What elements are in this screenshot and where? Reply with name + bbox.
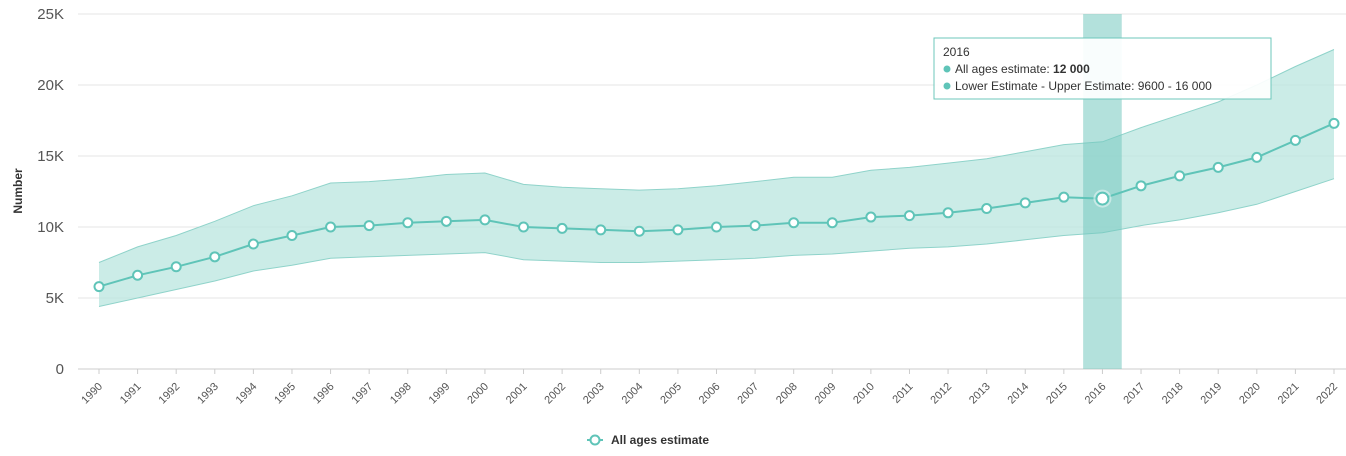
y-axis: 0 5K 10K 15K 20K 25K — [37, 6, 64, 378]
data-point[interactable] — [1095, 191, 1110, 206]
x-tick-label: 2017 — [1121, 381, 1147, 407]
series-points — [93, 117, 1340, 293]
data-point[interactable] — [1174, 170, 1186, 182]
x-tick-label: 2002 — [542, 381, 568, 407]
x-tick-label: 2004 — [620, 381, 646, 407]
data-point[interactable] — [170, 261, 182, 273]
data-point[interactable] — [363, 220, 375, 232]
legend-label: All ages estimate — [611, 433, 709, 447]
data-point[interactable] — [556, 222, 568, 234]
x-tick-label: 1990 — [79, 381, 105, 407]
data-point[interactable] — [402, 217, 414, 229]
data-point[interactable] — [903, 210, 915, 222]
data-point[interactable] — [788, 217, 800, 229]
x-tick-label: 2008 — [774, 381, 800, 407]
tooltip-marker-range — [943, 82, 951, 90]
data-point[interactable] — [1251, 151, 1263, 163]
data-point[interactable] — [711, 221, 722, 233]
x-tick-label: 1992 — [157, 381, 183, 407]
x-tick-label: 2022 — [1314, 381, 1340, 407]
data-point[interactable] — [209, 251, 221, 263]
estimate-range-band — [98, 49, 1335, 307]
data-point[interactable] — [479, 214, 491, 226]
data-point[interactable] — [1135, 180, 1147, 192]
data-point[interactable] — [865, 211, 877, 223]
x-tick-label: 1996 — [311, 381, 337, 407]
x-tick-label: 1998 — [388, 381, 414, 407]
range-lower-edge — [98, 178, 1335, 307]
x-tick-label: 2003 — [581, 381, 607, 407]
x-tick-label: 2010 — [851, 381, 877, 407]
range-area — [99, 49, 1334, 307]
y-tick-label: 25K — [37, 6, 64, 23]
y-tick-label: 10K — [37, 219, 64, 236]
x-tick-label: 2000 — [465, 381, 491, 407]
y-tick-label: 20K — [37, 77, 64, 94]
x-tick-label: 1993 — [195, 381, 221, 407]
x-tick-label: 2014 — [1006, 381, 1032, 407]
data-point[interactable] — [247, 238, 259, 250]
data-point[interactable] — [1289, 134, 1301, 146]
data-point[interactable] — [93, 281, 105, 293]
x-tick-label: 2021 — [1276, 381, 1302, 407]
data-point[interactable] — [286, 230, 298, 242]
tooltip: 2016 All ages estimate: 12 000 Lower Est… — [933, 37, 1272, 100]
x-tick-label: 2007 — [735, 381, 761, 407]
data-point[interactable] — [440, 215, 452, 227]
x-tick-label: 2016 — [1083, 381, 1109, 407]
tooltip-title: 2016 — [943, 45, 970, 59]
y-tick-label: 5K — [46, 290, 64, 307]
data-point[interactable] — [518, 221, 530, 233]
x-tick-label: 2006 — [697, 381, 723, 407]
data-point[interactable] — [1019, 197, 1031, 209]
data-point[interactable] — [595, 224, 607, 236]
x-tick-label: 2012 — [928, 381, 954, 407]
data-point[interactable] — [672, 224, 684, 236]
x-tick-label: 2001 — [504, 381, 530, 407]
x-tick-label: 1997 — [349, 381, 375, 407]
data-point[interactable] — [749, 220, 761, 232]
data-point[interactable] — [826, 217, 838, 229]
tooltip-line-range: Lower Estimate - Upper Estimate: 9600 - … — [955, 79, 1212, 93]
data-point[interactable] — [1212, 161, 1224, 173]
x-tick-label: 2020 — [1237, 381, 1263, 407]
data-point[interactable] — [942, 207, 954, 219]
x-tick-label: 1991 — [118, 381, 144, 407]
y-tick-label: 15K — [37, 148, 64, 165]
y-tick-label: 0 — [56, 361, 64, 378]
x-tick-label: 2009 — [813, 381, 839, 407]
x-tick-label: 2011 — [890, 381, 915, 406]
data-point[interactable] — [1058, 191, 1070, 203]
x-tick-label: 1994 — [234, 381, 260, 407]
data-point[interactable] — [325, 221, 337, 233]
x-axis: 1990 1991 1992 1993 1994 1995 1996 1997 1998 1999… — [79, 369, 1340, 406]
legend-marker-icon — [589, 434, 601, 446]
data-point[interactable] — [132, 269, 144, 281]
tooltip-line-estimate: All ages estimate: 12 000 — [955, 62, 1090, 76]
range-upper-edge — [98, 49, 1335, 263]
data-point[interactable] — [1328, 117, 1340, 129]
x-tick-label: 2015 — [1044, 381, 1070, 407]
x-tick-label: 2018 — [1160, 381, 1186, 407]
data-point[interactable] — [633, 225, 645, 237]
x-tick-label: 1995 — [272, 381, 298, 407]
x-tick-label: 2019 — [1199, 381, 1225, 407]
x-tick-label: 2013 — [967, 381, 993, 407]
tooltip-box — [933, 37, 1272, 100]
data-point[interactable] — [981, 203, 993, 215]
x-tick-label: 1999 — [427, 381, 453, 407]
legend-item[interactable]: All ages estimate — [587, 433, 709, 447]
y-axis-title: Number — [11, 168, 25, 214]
tooltip-marker-estimate — [943, 65, 951, 73]
x-tick-label: 2005 — [658, 381, 684, 407]
